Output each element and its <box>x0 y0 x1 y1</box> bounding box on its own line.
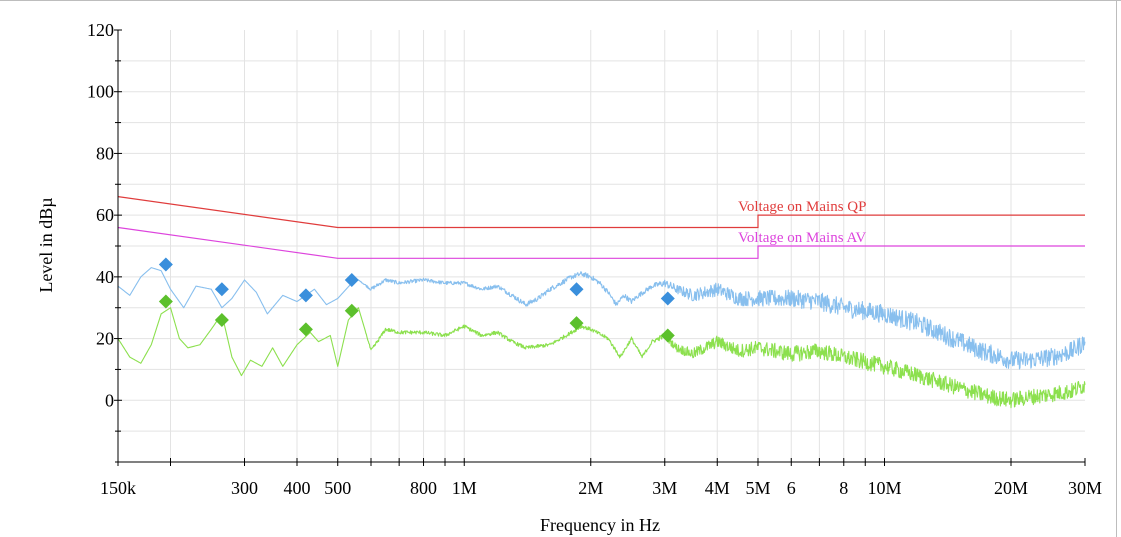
axes <box>114 29 1086 466</box>
tick-labels: 0 20 40 60 80 100 120 150k 300 400 500 800 1M 2M 3M 4M 5… <box>87 20 1102 498</box>
grid <box>118 30 1085 462</box>
measurement-traces <box>117 267 1086 409</box>
x-tick-label: 4M <box>705 478 730 498</box>
y-tick-label: 80 <box>96 143 114 163</box>
y-tick-label: 100 <box>87 82 114 102</box>
limit-label: Voltage on Mains QP <box>738 199 866 215</box>
x-tick-label: 3M <box>652 478 677 498</box>
y-tick-label: 120 <box>87 20 114 40</box>
y-tick-label: 40 <box>96 267 114 287</box>
qp-peak-marker <box>660 291 675 306</box>
x-tick-label: 1M <box>452 478 477 498</box>
qp-peak-marker <box>158 257 173 272</box>
x-tick-label: 800 <box>410 478 437 498</box>
av-peak-marker <box>660 328 675 343</box>
x-tick-label: 6 <box>787 478 796 498</box>
av-peak-marker <box>569 316 584 331</box>
limit-line <box>117 196 1085 229</box>
av-peak-marker <box>344 303 359 318</box>
trace-line <box>117 267 1086 370</box>
x-tick-label: 20M <box>994 478 1028 498</box>
x-tick-label: 8 <box>839 478 848 498</box>
x-axis-label: Frequency in Hz <box>540 515 660 535</box>
limit-line <box>117 226 1085 259</box>
qp-peak-marker <box>344 272 359 287</box>
x-tick-label: 150k <box>100 478 136 498</box>
av-peak-marker <box>214 313 229 328</box>
av-peak-marker <box>298 322 313 337</box>
trace-line <box>117 307 1086 409</box>
av-peak-marker <box>158 294 173 309</box>
y-axis-label: Level in dBµ <box>36 197 56 292</box>
qp-peak-marker <box>569 282 584 297</box>
limit-label: Voltage on Mains AV <box>738 230 866 246</box>
x-tick-label: 30M <box>1068 478 1102 498</box>
x-tick-label: 300 <box>231 478 258 498</box>
x-tick-label: 400 <box>284 478 311 498</box>
qp-peak-marker <box>298 288 313 303</box>
peak-markers <box>158 257 675 343</box>
x-tick-label: 10M <box>867 478 901 498</box>
y-tick-label: 0 <box>105 390 114 410</box>
x-tick-label: 2M <box>578 478 603 498</box>
qp-peak-marker <box>214 282 229 297</box>
x-tick-label: 500 <box>324 478 351 498</box>
y-tick-label: 60 <box>96 205 114 225</box>
y-tick-label: 20 <box>96 329 114 349</box>
limit-lines: Voltage on Mains QP Voltage on Mains AV <box>117 196 1085 259</box>
x-tick-label: 5M <box>745 478 770 498</box>
